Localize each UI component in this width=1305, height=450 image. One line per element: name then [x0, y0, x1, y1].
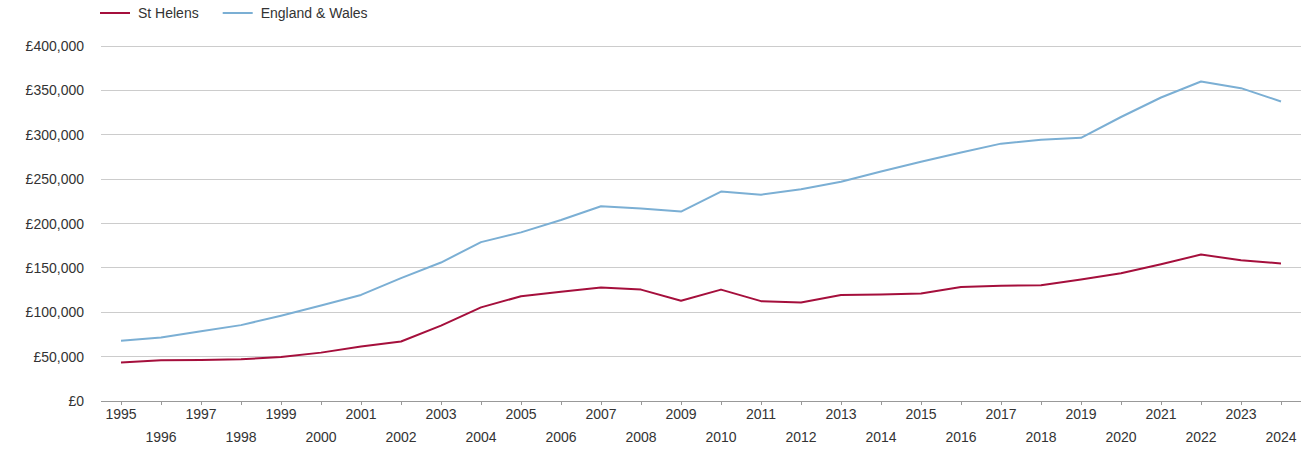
- x-tick: [241, 401, 242, 405]
- x-tick: [121, 401, 122, 405]
- x-tick: [161, 401, 162, 405]
- grid-line: [101, 223, 1301, 224]
- y-tick-label: £100,000: [26, 304, 85, 320]
- x-tick-label: 2012: [785, 429, 816, 445]
- x-tick: [1281, 401, 1282, 405]
- x-tick: [921, 401, 922, 405]
- legend-label: St Helens: [138, 5, 199, 21]
- x-tick: [401, 401, 402, 405]
- x-tick: [961, 401, 962, 405]
- series-line: [121, 82, 1281, 341]
- x-tick-label: 2007: [585, 406, 616, 422]
- y-tick-label: £250,000: [26, 171, 85, 187]
- x-tick-label: 2008: [625, 429, 656, 445]
- x-tick-label: 2003: [425, 406, 456, 422]
- grid: [101, 46, 1301, 401]
- x-tick: [881, 401, 882, 405]
- x-tick: [561, 401, 562, 405]
- x-tick: [361, 401, 362, 405]
- x-tick-label: 2005: [505, 406, 536, 422]
- x-tick-label: 2023: [1225, 406, 1256, 422]
- y-tick-label: £350,000: [26, 82, 85, 98]
- grid-line: [101, 179, 1301, 180]
- x-tick: [801, 401, 802, 405]
- x-tick: [281, 401, 282, 405]
- x-tick: [601, 401, 602, 405]
- y-tick-label: £50,000: [33, 349, 84, 365]
- x-tick-label: 2016: [945, 429, 976, 445]
- x-tick: [1121, 401, 1122, 405]
- x-tick-label: 1997: [185, 406, 216, 422]
- lines: [121, 82, 1281, 363]
- legend-swatch: [223, 12, 253, 14]
- x-tick: [1241, 401, 1242, 405]
- x-tick: [1201, 401, 1202, 405]
- x-tick-label: 1995: [105, 406, 136, 422]
- x-tick-label: 2004: [465, 429, 496, 445]
- x-tick-label: 2020: [1105, 429, 1136, 445]
- series-line: [121, 255, 1281, 363]
- x-tick-label: 1998: [225, 429, 256, 445]
- x-tick-label: 2017: [985, 406, 1016, 422]
- x-tick-label: 2014: [865, 429, 896, 445]
- x-tick-label: 2021: [1145, 406, 1176, 422]
- x-tick: [1161, 401, 1162, 405]
- x-tick: [761, 401, 762, 405]
- y-tick-label: £300,000: [26, 127, 85, 143]
- x-tick: [441, 401, 442, 405]
- x-tick-label: 2011: [746, 406, 776, 422]
- legend: St Helens England & Wales: [100, 5, 368, 21]
- y-tick-label: £200,000: [26, 216, 85, 232]
- x-tick-label: 2006: [545, 429, 576, 445]
- x-tick-label: 2019: [1065, 406, 1096, 422]
- x-tick-label: 2010: [705, 429, 736, 445]
- x-tick: [1081, 401, 1082, 405]
- x-tick-label: 2009: [665, 406, 696, 422]
- x-tick-label: 2013: [825, 406, 856, 422]
- x-tick: [1041, 401, 1042, 405]
- x-tick: [721, 401, 722, 405]
- y-tick-label: £400,000: [26, 38, 85, 54]
- grid-line: [101, 267, 1301, 268]
- x-tick: [321, 401, 322, 405]
- legend-label: England & Wales: [261, 5, 368, 21]
- legend-swatch: [100, 12, 130, 14]
- x-tick: [841, 401, 842, 405]
- x-tick-label: 1999: [265, 406, 296, 422]
- x-tick: [201, 401, 202, 405]
- x-tick-label: 2015: [905, 406, 936, 422]
- y-tick-label: £150,000: [26, 260, 85, 276]
- x-tick-label: 2024: [1265, 429, 1296, 445]
- x-tick-label: 2000: [305, 429, 336, 445]
- grid-line: [101, 46, 1301, 47]
- chart: £0 £50,000 £100,000 £150,000 £200,000 £250,00…: [0, 0, 1305, 450]
- x-tick-label: 2001: [345, 406, 376, 422]
- x-tick: [1001, 401, 1002, 405]
- x-tick: [521, 401, 522, 405]
- grid-line: [101, 312, 1301, 313]
- x-tick: [641, 401, 642, 405]
- x-tick: [481, 401, 482, 405]
- x-tick-label: 2022: [1185, 429, 1216, 445]
- y-tick-label: £0: [68, 393, 84, 409]
- grid-line: [101, 90, 1301, 91]
- x-tick-label: 2002: [385, 429, 416, 445]
- x-tick-label: 2018: [1025, 429, 1056, 445]
- grid-line: [101, 134, 1301, 135]
- x-tick: [681, 401, 682, 405]
- x-tick-label: 1996: [145, 429, 176, 445]
